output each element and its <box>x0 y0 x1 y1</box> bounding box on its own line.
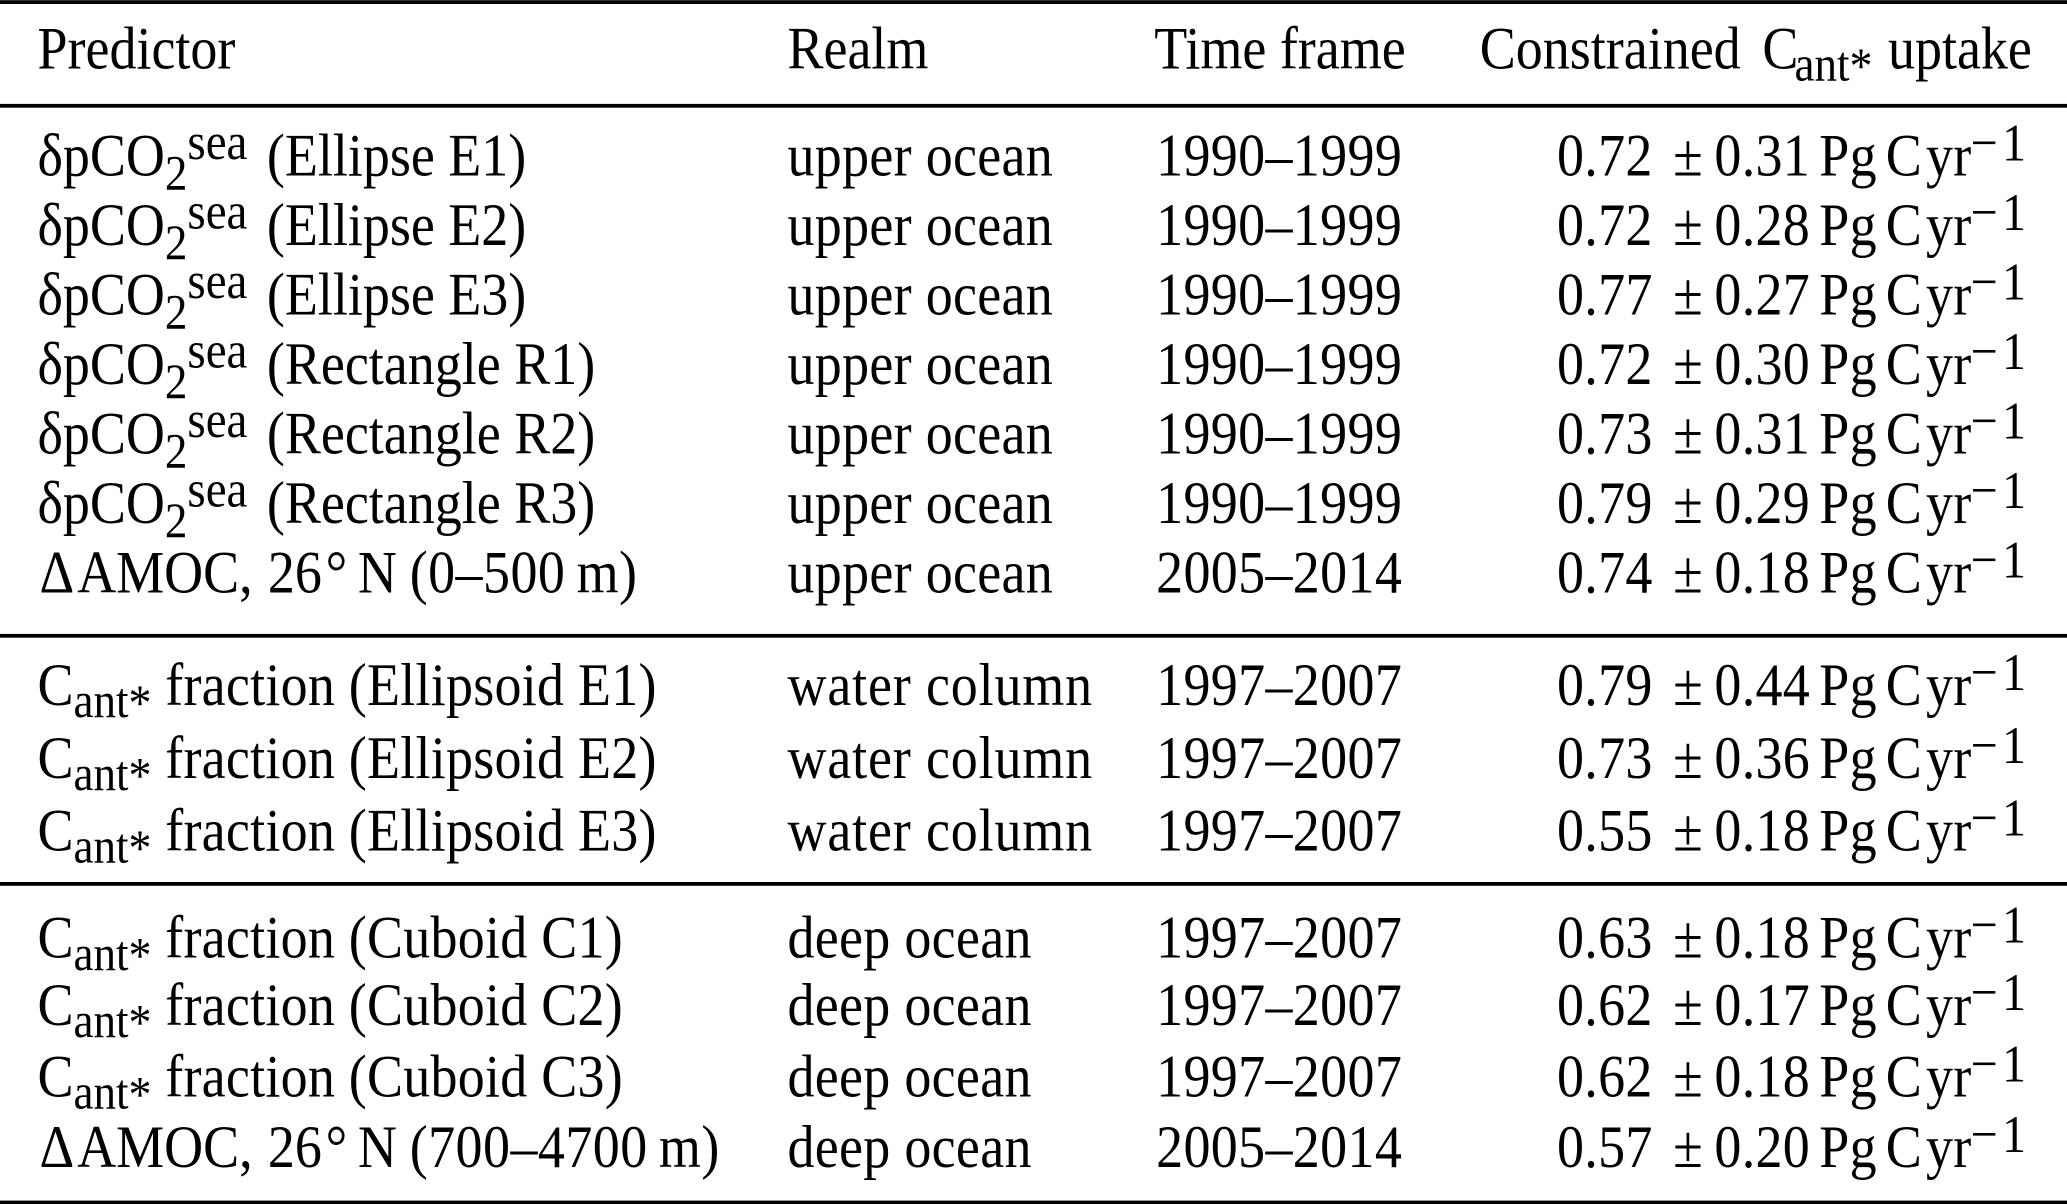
svg-text:water column: water column <box>788 653 1093 719</box>
svg-text:δpCO2sea (Ellipse E1): δpCO2sea (Ellipse E1) <box>38 113 527 201</box>
svg-text:1990–1999: 1990–1999 <box>1156 192 1402 258</box>
svg-text:1990–1999: 1990–1999 <box>1156 123 1402 189</box>
svg-text:1997–2007: 1997–2007 <box>1156 972 1402 1038</box>
svg-text:deep ocean: deep ocean <box>788 905 1032 971</box>
svg-text:1990–1999: 1990–1999 <box>1156 470 1402 536</box>
svg-text:water column: water column <box>788 798 1093 864</box>
svg-text:upper ocean: upper ocean <box>788 540 1054 606</box>
svg-text:Realm: Realm <box>788 16 929 82</box>
svg-text:1997–2007: 1997–2007 <box>1156 798 1402 864</box>
svg-text:deep ocean: deep ocean <box>788 972 1032 1038</box>
svg-text:ΔAMOC,26°N(0–500 m): ΔAMOC, 26° N (0–500 m) <box>40 540 638 606</box>
svg-text:1997–2007: 1997–2007 <box>1156 725 1402 791</box>
svg-text:1990–1999: 1990–1999 <box>1156 401 1402 467</box>
svg-text:upper ocean: upper ocean <box>788 331 1054 397</box>
svg-text:δpCO2sea (Rectangle R1): δpCO2sea (Rectangle R1) <box>38 321 596 409</box>
svg-text:2005–2014: 2005–2014 <box>1156 1114 1402 1180</box>
svg-text:upper ocean: upper ocean <box>788 401 1054 467</box>
svg-text:1997–2007: 1997–2007 <box>1156 905 1402 971</box>
svg-text:1997–2007: 1997–2007 <box>1156 1044 1402 1110</box>
svg-text:δpCO2sea (Rectangle R3): δpCO2sea (Rectangle R3) <box>38 460 596 548</box>
svg-text:upper ocean: upper ocean <box>788 262 1054 328</box>
svg-text:upper ocean: upper ocean <box>788 192 1054 258</box>
svg-text:upper ocean: upper ocean <box>788 470 1054 536</box>
svg-text:deep ocean: deep ocean <box>788 1114 1032 1180</box>
svg-text:1990–1999: 1990–1999 <box>1156 262 1402 328</box>
svg-text:Cant* fraction (Cuboid C1): Cant* fraction (Cuboid C1) <box>38 905 623 984</box>
svg-text:2005–2014: 2005–2014 <box>1156 540 1402 606</box>
svg-text:δpCO2sea (Ellipse E3): δpCO2sea (Ellipse E3) <box>38 252 527 340</box>
svg-text:δpCO2sea (Ellipse E2): δpCO2sea (Ellipse E2) <box>38 182 527 270</box>
svg-text:1997–2007: 1997–2007 <box>1156 653 1402 719</box>
svg-text:ΔAMOC,26°N(700–4700 m): ΔAMOC, 26° N (700–4700 m) <box>40 1114 720 1180</box>
svg-text:Cant* fraction (Ellipsoid E3): Cant* fraction (Ellipsoid E3) <box>38 798 657 877</box>
svg-text:Predictor: Predictor <box>38 16 236 82</box>
svg-text:water column: water column <box>788 725 1093 791</box>
svg-text:deep ocean: deep ocean <box>788 1044 1032 1110</box>
svg-text:Time frame: Time frame <box>1154 16 1405 82</box>
svg-text:1990–1999: 1990–1999 <box>1156 331 1402 397</box>
svg-text:δpCO2sea (Rectangle R2): δpCO2sea (Rectangle R2) <box>38 391 596 479</box>
svg-text:upper ocean: upper ocean <box>788 123 1054 189</box>
svg-text:Cant* fraction (Ellipsoid E1): Cant* fraction (Ellipsoid E1) <box>38 653 657 732</box>
